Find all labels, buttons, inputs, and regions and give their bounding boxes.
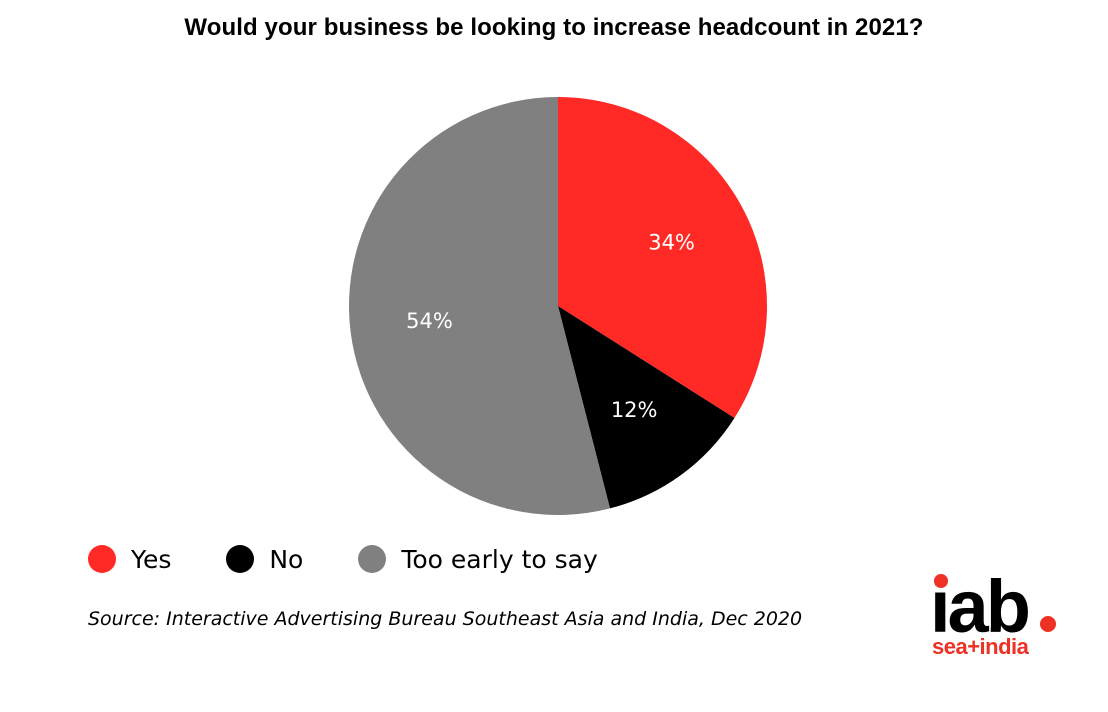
logo-period-icon: [1040, 616, 1056, 632]
legend-label-no: No: [269, 544, 304, 574]
legend-item-no: No: [226, 545, 303, 574]
legend-swatch-no: [226, 545, 255, 573]
legend-label-too-early: Too early to say: [401, 544, 598, 574]
source-note: Source: Interactive Advertising Bureau S…: [88, 608, 803, 630]
data-label-yes: 34%: [648, 231, 695, 255]
legend-item-yes: Yes: [88, 545, 171, 574]
legend-swatch-yes: [88, 545, 116, 573]
legend-swatch-too-early: [358, 545, 387, 573]
pie-slice-yes: [558, 97, 767, 418]
chart-legend: Yes No Too early to say: [88, 541, 598, 577]
logo-dot-icon: [934, 574, 948, 588]
chart-title: Would your business be looking to increa…: [184, 14, 924, 41]
legend-label-yes: Yes: [131, 544, 172, 574]
pie-slice-no: [558, 306, 735, 509]
logo-subtitle: sea+india: [932, 634, 1029, 659]
pie-slice-too-early: [348, 97, 610, 515]
legend-item-too-early: Too early to say: [358, 544, 598, 574]
data-label-no: 12%: [611, 398, 658, 422]
iab-logo: iab sea+india: [928, 570, 1068, 665]
data-label-too-early: 54%: [406, 309, 453, 333]
